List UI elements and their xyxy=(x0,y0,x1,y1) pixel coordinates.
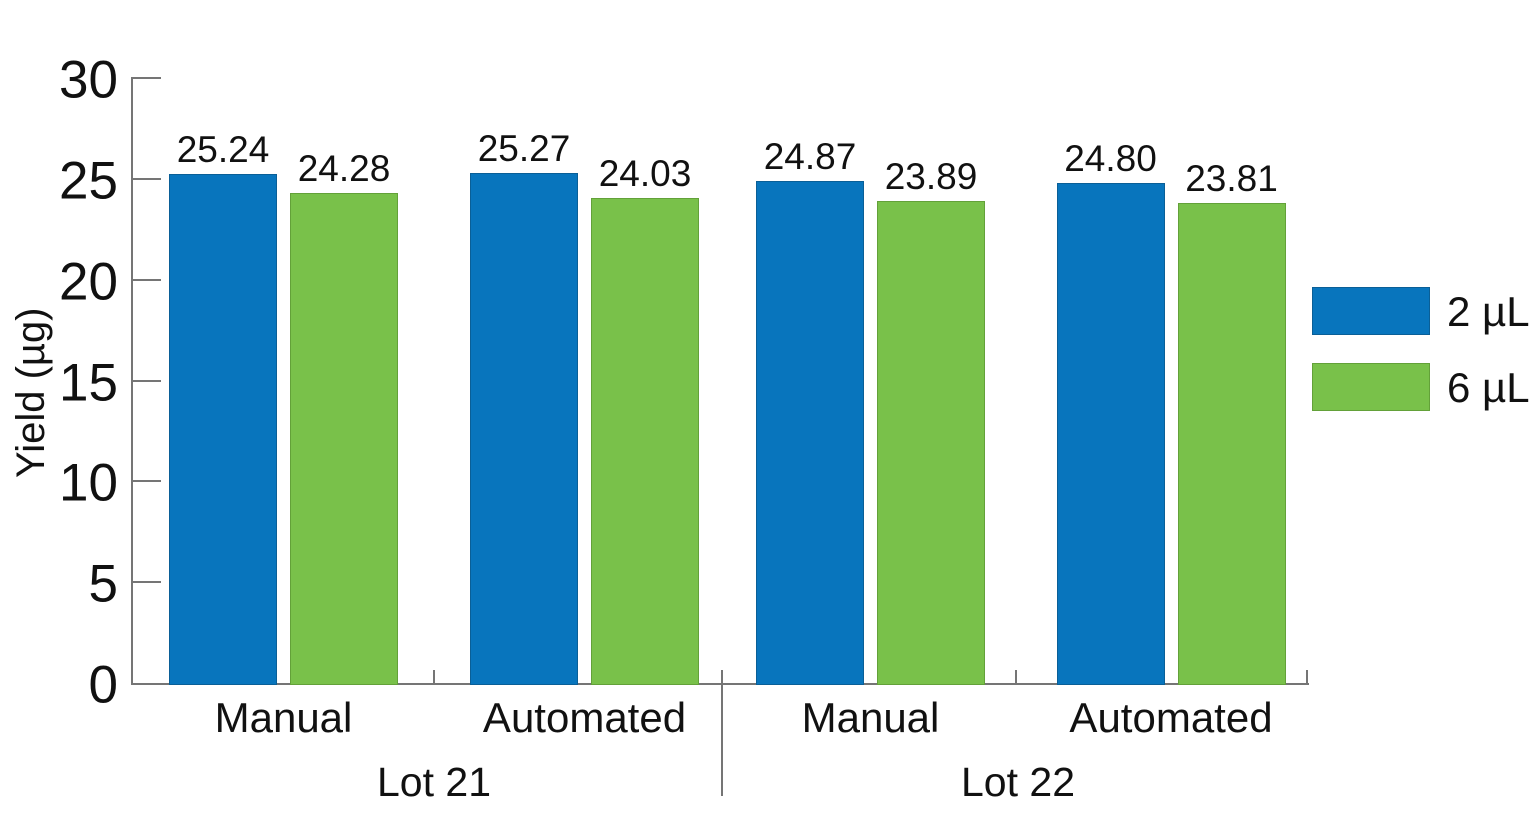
lot-label-lot22: Lot 22 xyxy=(961,759,1075,805)
bar-6ul-lot22-automated xyxy=(1177,202,1286,685)
category-label-lot22-manual: Manual xyxy=(801,694,940,741)
x-axis-line xyxy=(131,683,1309,685)
y-tick-label-20: 20 xyxy=(59,252,118,312)
y-tick-label-0: 0 xyxy=(88,655,118,715)
bar-value-label-6ul-lot22-manual: 23.89 xyxy=(884,156,978,198)
bar-value-label-6ul-lot21-manual: 24.28 xyxy=(297,148,391,190)
legend-swatch-2ul xyxy=(1312,287,1430,335)
bar-value-label-2ul-lot21-manual: 25.24 xyxy=(176,128,270,170)
y-tick-label-10: 10 xyxy=(59,453,118,513)
x-tick-2 xyxy=(1306,670,1308,683)
bar-2ul-lot21-automated xyxy=(470,173,578,685)
category-label-lot21-automated: Automated xyxy=(482,694,687,741)
bar-value-label-6ul-lot22-automated: 23.81 xyxy=(1185,157,1278,199)
bar-value-label-2ul-lot21-automated: 25.27 xyxy=(477,128,571,170)
category-label-lot22-automated: Automated xyxy=(1069,694,1273,741)
y-tick-5 xyxy=(131,581,161,584)
legend-label-6ul: 6 µL xyxy=(1447,364,1530,411)
y-axis-line xyxy=(131,78,133,685)
y-tick-25 xyxy=(131,177,161,180)
x-tick-1 xyxy=(1015,670,1017,683)
y-tick-label-25: 25 xyxy=(59,151,118,211)
legend-swatch-6ul xyxy=(1312,363,1430,411)
x-tick-0 xyxy=(433,670,435,683)
bar-2ul-lot22-automated xyxy=(1056,182,1165,685)
category-label-lot21-manual: Manual xyxy=(214,694,353,741)
lot-divider-line xyxy=(721,670,723,796)
bar-value-label-2ul-lot22-manual: 24.87 xyxy=(763,136,857,178)
y-tick-label-5: 5 xyxy=(88,554,118,614)
y-tick-15 xyxy=(131,379,161,382)
y-tick-10 xyxy=(131,480,161,483)
y-tick-label-30: 30 xyxy=(59,50,118,110)
legend-label-2ul: 2 µL xyxy=(1447,288,1530,335)
bar-2ul-lot22-manual xyxy=(756,181,864,685)
bar-value-label-2ul-lot22-automated: 24.80 xyxy=(1064,137,1157,179)
bar-6ul-lot22-manual xyxy=(877,201,985,685)
bar-2ul-lot21-manual xyxy=(169,173,277,685)
bar-value-label-6ul-lot21-automated: 24.03 xyxy=(598,153,692,195)
y-tick-20 xyxy=(131,278,161,281)
y-tick-label-15: 15 xyxy=(59,353,118,412)
y-tick-30 xyxy=(131,77,161,79)
bar-6ul-lot21-manual xyxy=(290,193,398,685)
lot-label-lot21: Lot 21 xyxy=(377,759,491,805)
bar-6ul-lot21-automated xyxy=(591,198,699,685)
